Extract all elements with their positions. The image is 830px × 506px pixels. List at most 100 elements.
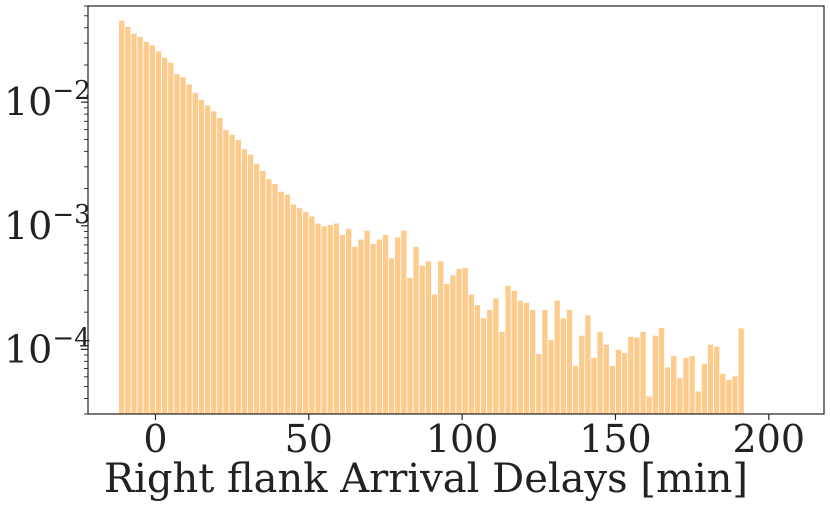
- histogram-bar: [437, 260, 445, 415]
- histogram-bar: [351, 246, 359, 415]
- histogram-bar: [449, 274, 457, 415]
- x-tick-label: 0: [143, 417, 167, 461]
- histogram-bar: [639, 330, 647, 415]
- histogram-bar: [461, 267, 469, 415]
- histogram-bar: [406, 277, 414, 415]
- histogram-bar: [559, 317, 567, 415]
- histogram-bar: [651, 334, 659, 415]
- histogram-bar: [277, 190, 285, 415]
- histogram-bar: [731, 375, 739, 415]
- histogram-bar: [480, 317, 488, 415]
- x-tick-label: 50: [285, 417, 333, 461]
- y-tick-label: 10−3: [4, 200, 91, 248]
- histogram-bar: [302, 211, 310, 415]
- histogram-bar: [357, 238, 365, 415]
- histogram-bar: [161, 57, 169, 415]
- histogram-bar: [308, 215, 316, 415]
- histogram-bar: [627, 336, 635, 415]
- histogram-bar: [602, 343, 610, 415]
- histogram-bar: [173, 73, 181, 415]
- histogram-bar: [473, 304, 481, 415]
- histogram-bar: [197, 99, 205, 415]
- histogram-bar: [523, 301, 531, 415]
- histogram-bar: [247, 153, 254, 415]
- histogram-bar: [240, 148, 248, 415]
- histogram-bar: [185, 83, 193, 415]
- histogram-bar: [320, 225, 328, 415]
- histogram-bar: [590, 357, 598, 415]
- x-axis-label: Right flank Arrival Delays [min]: [104, 456, 748, 502]
- histogram-bar: [424, 260, 432, 415]
- histogram-bar: [713, 345, 721, 415]
- histogram-bar: [259, 170, 267, 415]
- histogram-bar: [541, 309, 549, 415]
- histogram-bar: [136, 36, 144, 415]
- bars-group: [118, 19, 745, 415]
- histogram-bar: [547, 339, 555, 415]
- histogram-bar: [271, 183, 279, 415]
- histogram-bar: [664, 366, 672, 415]
- histogram-bar: [418, 264, 426, 415]
- histogram-bar: [332, 222, 340, 415]
- histogram-bar: [633, 336, 641, 415]
- histogram-bar: [529, 309, 537, 415]
- histogram-bar: [645, 395, 653, 415]
- histogram-bar: [700, 363, 708, 415]
- histogram-bar: [339, 234, 347, 415]
- histogram-bar: [467, 293, 475, 415]
- histogram-bar: [118, 19, 126, 415]
- histogram-bar: [535, 353, 543, 415]
- histogram-bar: [516, 299, 524, 415]
- histogram-bar: [296, 207, 304, 415]
- histogram-bar: [455, 268, 463, 415]
- histogram-bar: [694, 390, 702, 415]
- histogram-bar: [688, 355, 696, 415]
- histogram-bar: [504, 284, 512, 415]
- histogram-bar: [388, 257, 396, 415]
- histogram-bar: [578, 334, 586, 415]
- y-axis-ticks: 10−4 10−3 10−2: [4, 5, 91, 415]
- histogram-bar: [142, 41, 150, 415]
- histogram-bar: [719, 372, 727, 415]
- histogram-bar: [486, 309, 494, 415]
- histogram-bar: [222, 129, 230, 415]
- histogram-bar: [148, 44, 156, 415]
- histogram-bar: [596, 330, 604, 415]
- histogram-bar: [326, 224, 334, 415]
- histogram-bar: [216, 117, 224, 415]
- histogram-bar: [289, 203, 297, 415]
- histogram-bar: [191, 91, 199, 415]
- histogram-bar: [608, 365, 616, 415]
- histogram-bar: [369, 243, 377, 415]
- x-axis-ticks: 0 50 100 150 200: [143, 414, 805, 461]
- histogram-bar: [345, 228, 353, 415]
- histogram-bar: [375, 238, 383, 415]
- plot-frame: [87, 5, 825, 415]
- histogram-bar: [234, 138, 242, 415]
- histogram-bar: [167, 61, 175, 415]
- x-tick-label: 150: [579, 417, 652, 461]
- y-tick-label: 10−4: [4, 323, 91, 371]
- histogram-bar: [381, 234, 389, 415]
- histogram-bar: [130, 33, 138, 415]
- x-tick-label: 100: [426, 417, 499, 461]
- histogram-bar: [265, 178, 273, 415]
- histogram-bar: [615, 348, 623, 415]
- histogram-bar: [670, 355, 678, 415]
- x-tick-label: 200: [733, 417, 806, 461]
- histogram-bar: [553, 299, 561, 415]
- histogram-bar: [179, 76, 187, 415]
- histogram-bar: [443, 283, 451, 415]
- histogram-bar: [124, 26, 132, 415]
- histogram-bar: [210, 110, 218, 415]
- histogram-bar: [155, 50, 162, 415]
- histogram-bar: [412, 246, 420, 415]
- histogram-bar: [204, 104, 212, 415]
- histogram-bar: [566, 309, 573, 415]
- histogram-bar: [283, 193, 291, 415]
- histogram-bar: [431, 293, 439, 415]
- histogram-bar: [498, 330, 506, 415]
- histogram-bar: [737, 327, 745, 415]
- histogram-bar: [363, 229, 371, 415]
